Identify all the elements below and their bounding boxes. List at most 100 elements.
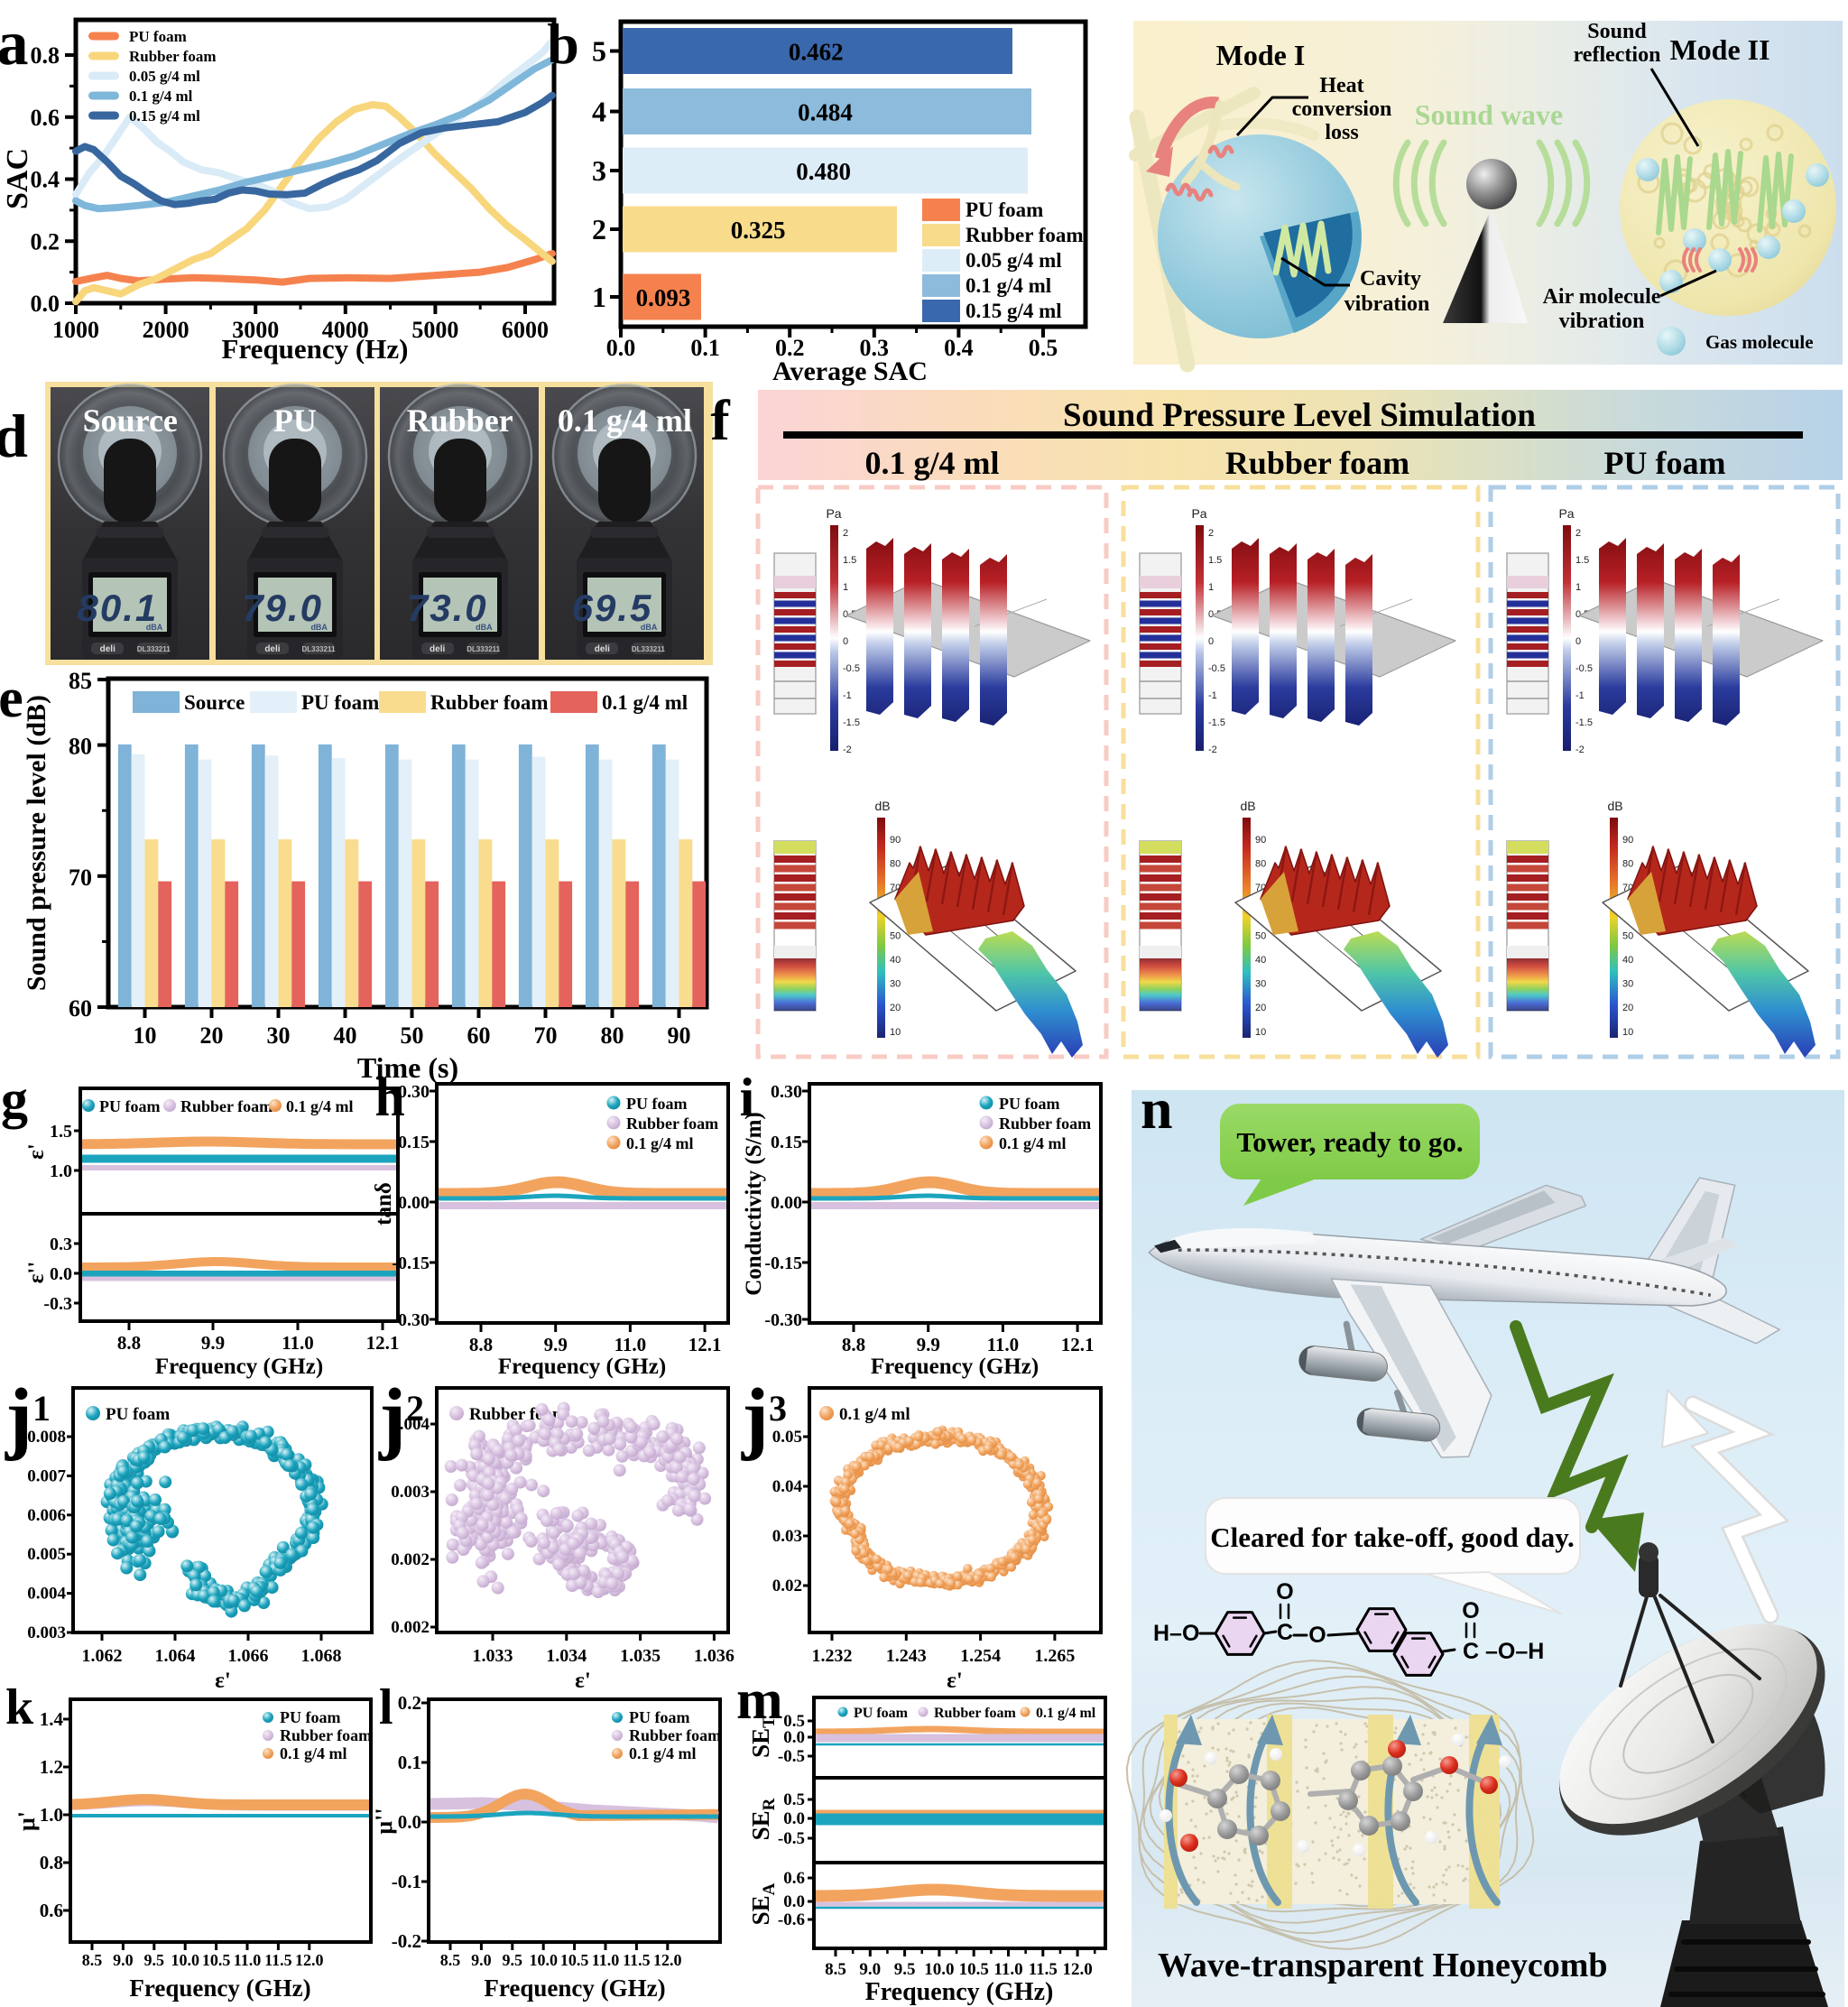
svg-text:a: a [0,9,29,79]
svg-text:dB: dB [1240,799,1255,813]
svg-text:0.15: 0.15 [398,1133,430,1152]
svg-text:4: 4 [592,96,606,128]
svg-text:0: 0 [1208,636,1214,647]
svg-text:O: O [1462,1598,1479,1623]
svg-text:1.5: 1.5 [50,1122,72,1142]
svg-text:0.1 g/4 ml: 0.1 g/4 ml [629,1744,697,1762]
svg-text:m: m [736,1669,783,1731]
svg-text:0.3: 0.3 [50,1235,72,1254]
svg-text:Wave-transparent Honeycomb: Wave-transparent Honeycomb [1158,1947,1608,1984]
svg-text:12.1: 12.1 [688,1334,722,1355]
svg-text:1.066: 1.066 [228,1646,269,1666]
svg-text:2: 2 [406,1388,424,1429]
svg-text:0.00: 0.00 [398,1193,430,1213]
svg-text:0.8: 0.8 [40,1852,63,1873]
svg-text:deli: deli [264,644,280,654]
svg-text:-0.5: -0.5 [778,1747,805,1766]
svg-text:j: j [378,1373,406,1462]
svg-text:0.5: 0.5 [783,1790,805,1809]
svg-text:Rubber foam: Rubber foam [129,48,217,65]
svg-text:DL333211: DL333211 [632,645,665,653]
svg-text:6000: 6000 [502,317,549,343]
svg-text:0.1 g/4 ml: 0.1 g/4 ml [286,1097,354,1115]
svg-text:PU foam: PU foam [99,1097,160,1115]
svg-text:Pa: Pa [1191,506,1206,521]
svg-text:-0.3: -0.3 [43,1294,72,1314]
svg-text:0.0: 0.0 [783,1728,805,1747]
svg-text:-0.2: -0.2 [392,1930,421,1952]
svg-text:dBA: dBA [146,623,163,632]
svg-text:0.1 g/4 ml: 0.1 g/4 ml [966,274,1051,297]
svg-text:0.02: 0.02 [772,1577,802,1595]
svg-text:ε': ε' [575,1669,591,1693]
svg-text:0.004: 0.004 [27,1585,66,1604]
svg-text:-1: -1 [1208,690,1217,701]
svg-text:12.0: 12.0 [295,1951,324,1969]
svg-text:70: 70 [534,1022,558,1049]
svg-text:0.2: 0.2 [31,228,60,254]
svg-text:4000: 4000 [322,317,369,343]
svg-text:O: O [1308,1623,1326,1648]
svg-text:C: C [1463,1639,1479,1664]
svg-text:PU foam: PU foam [280,1708,340,1726]
svg-text:-2: -2 [843,745,852,755]
svg-text:8.5: 8.5 [825,1960,846,1979]
svg-text:dBA: dBA [476,623,493,632]
svg-text:11.0: 11.0 [282,1332,314,1354]
svg-text:Heat: Heat [1319,74,1363,97]
svg-text:0.8: 0.8 [31,42,60,69]
svg-text:-1.5: -1.5 [843,717,860,728]
svg-text:0.007: 0.007 [27,1466,66,1485]
svg-text:0.005: 0.005 [27,1545,66,1564]
svg-text:PU foam: PU foam [129,28,187,45]
svg-text:10.0: 10.0 [171,1951,199,1969]
svg-text:Source: Source [184,691,245,714]
svg-text:40: 40 [334,1022,357,1049]
svg-text:0.3: 0.3 [860,335,890,361]
svg-text:Average SAC: Average SAC [772,356,928,386]
svg-text:73.0: 73.0 [407,587,488,629]
svg-text:-0.5: -0.5 [1575,663,1593,674]
svg-text:5: 5 [592,35,606,68]
svg-text:g: g [1,1069,28,1129]
svg-text:Rubber foam: Rubber foam [966,224,1084,246]
svg-text:9.5: 9.5 [894,1960,916,1979]
svg-text:50: 50 [890,930,901,941]
svg-text:10.0: 10.0 [529,1951,558,1969]
svg-text:0.2: 0.2 [398,1692,421,1714]
svg-text:50: 50 [401,1022,424,1049]
svg-text:reflection: reflection [1574,43,1661,67]
svg-text:0.30: 0.30 [771,1082,802,1102]
svg-text:conversion: conversion [1292,97,1392,121]
svg-text:ε'': ε'' [24,1262,49,1284]
svg-text:-1.5: -1.5 [1208,717,1225,728]
svg-text:0.1 g/4 ml: 0.1 g/4 ml [558,402,692,439]
svg-text:0.4: 0.4 [31,167,60,193]
svg-text:DL333211: DL333211 [137,645,171,653]
svg-text:11.0: 11.0 [987,1334,1020,1355]
svg-text:Mode I: Mode I [1216,39,1306,71]
svg-text:11.0: 11.0 [592,1951,620,1969]
svg-text:8.5: 8.5 [440,1951,461,1969]
svg-text:70: 70 [69,865,92,891]
svg-text:1.232: 1.232 [812,1646,853,1666]
svg-text:1.5: 1.5 [1575,555,1589,566]
svg-text:0: 0 [843,636,848,647]
svg-text:0.15 g/4 ml: 0.15 g/4 ml [129,107,200,125]
svg-text:Rubber foam: Rubber foam [629,1726,721,1744]
svg-text:Rubber foam: Rubber foam [280,1726,372,1744]
svg-text:0.05 g/4 ml: 0.05 g/4 ml [129,68,200,85]
svg-text:2: 2 [843,528,848,539]
svg-text:90: 90 [890,835,901,846]
svg-text:9.9: 9.9 [201,1332,225,1354]
svg-text:ε': ε' [947,1669,963,1693]
svg-text:2: 2 [1575,528,1581,539]
svg-text:1.034: 1.034 [546,1646,587,1666]
svg-text:-1: -1 [843,690,852,701]
svg-text:1.068: 1.068 [301,1646,342,1666]
svg-text:l: l [379,1679,393,1735]
svg-text:0.30: 0.30 [398,1082,430,1102]
svg-text:d: d [0,402,28,470]
svg-text:0.6: 0.6 [31,105,60,131]
svg-text:0.15: 0.15 [771,1133,802,1152]
